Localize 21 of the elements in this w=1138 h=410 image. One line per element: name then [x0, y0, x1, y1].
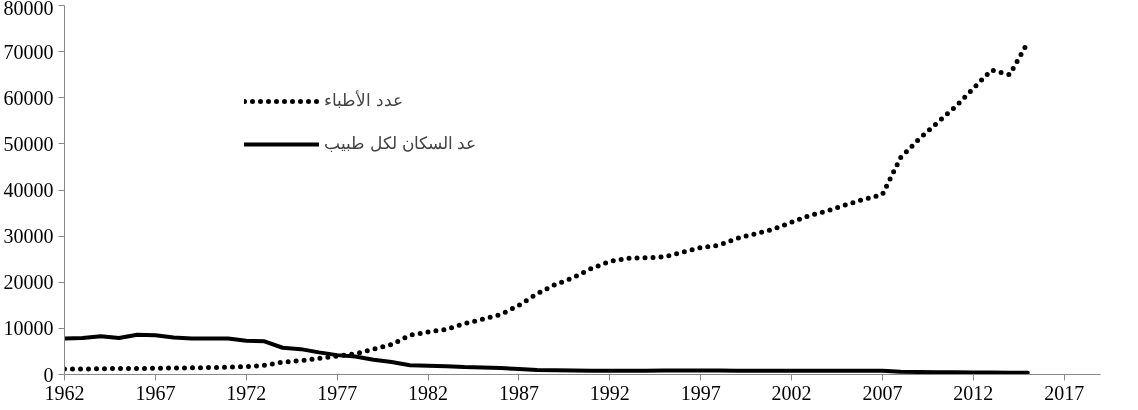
x-tick-label: 1972 [226, 381, 267, 404]
y-tick-label: 40000 [3, 179, 54, 201]
x-tick-label: 1967 [135, 381, 176, 404]
legend-label: عدد الأطباء [324, 90, 403, 111]
y-tick-label: 60000 [3, 86, 54, 109]
y-tick-label: 20000 [3, 271, 54, 294]
x-tick-label: 2017 [1044, 381, 1085, 404]
x-tick-label: 1997 [680, 381, 721, 404]
y-tick-label: 50000 [3, 132, 54, 155]
x-tick-label: 2012 [953, 381, 994, 404]
x-tick-label: 2002 [771, 381, 812, 404]
x-tick-label: 2007 [862, 381, 903, 404]
legend-label: عد السكان لكل طبيب [324, 133, 477, 154]
x-tick-label: 1982 [408, 381, 449, 404]
y-tick-label: 80000 [3, 0, 54, 19]
x-tick-label: 1977 [317, 381, 358, 404]
y-tick-label: 10000 [3, 317, 54, 340]
x-tick-label: 1987 [498, 381, 539, 404]
y-tick-label: 30000 [3, 225, 54, 248]
x-tick-label: 1992 [589, 381, 630, 404]
y-tick-label: 70000 [3, 40, 54, 63]
